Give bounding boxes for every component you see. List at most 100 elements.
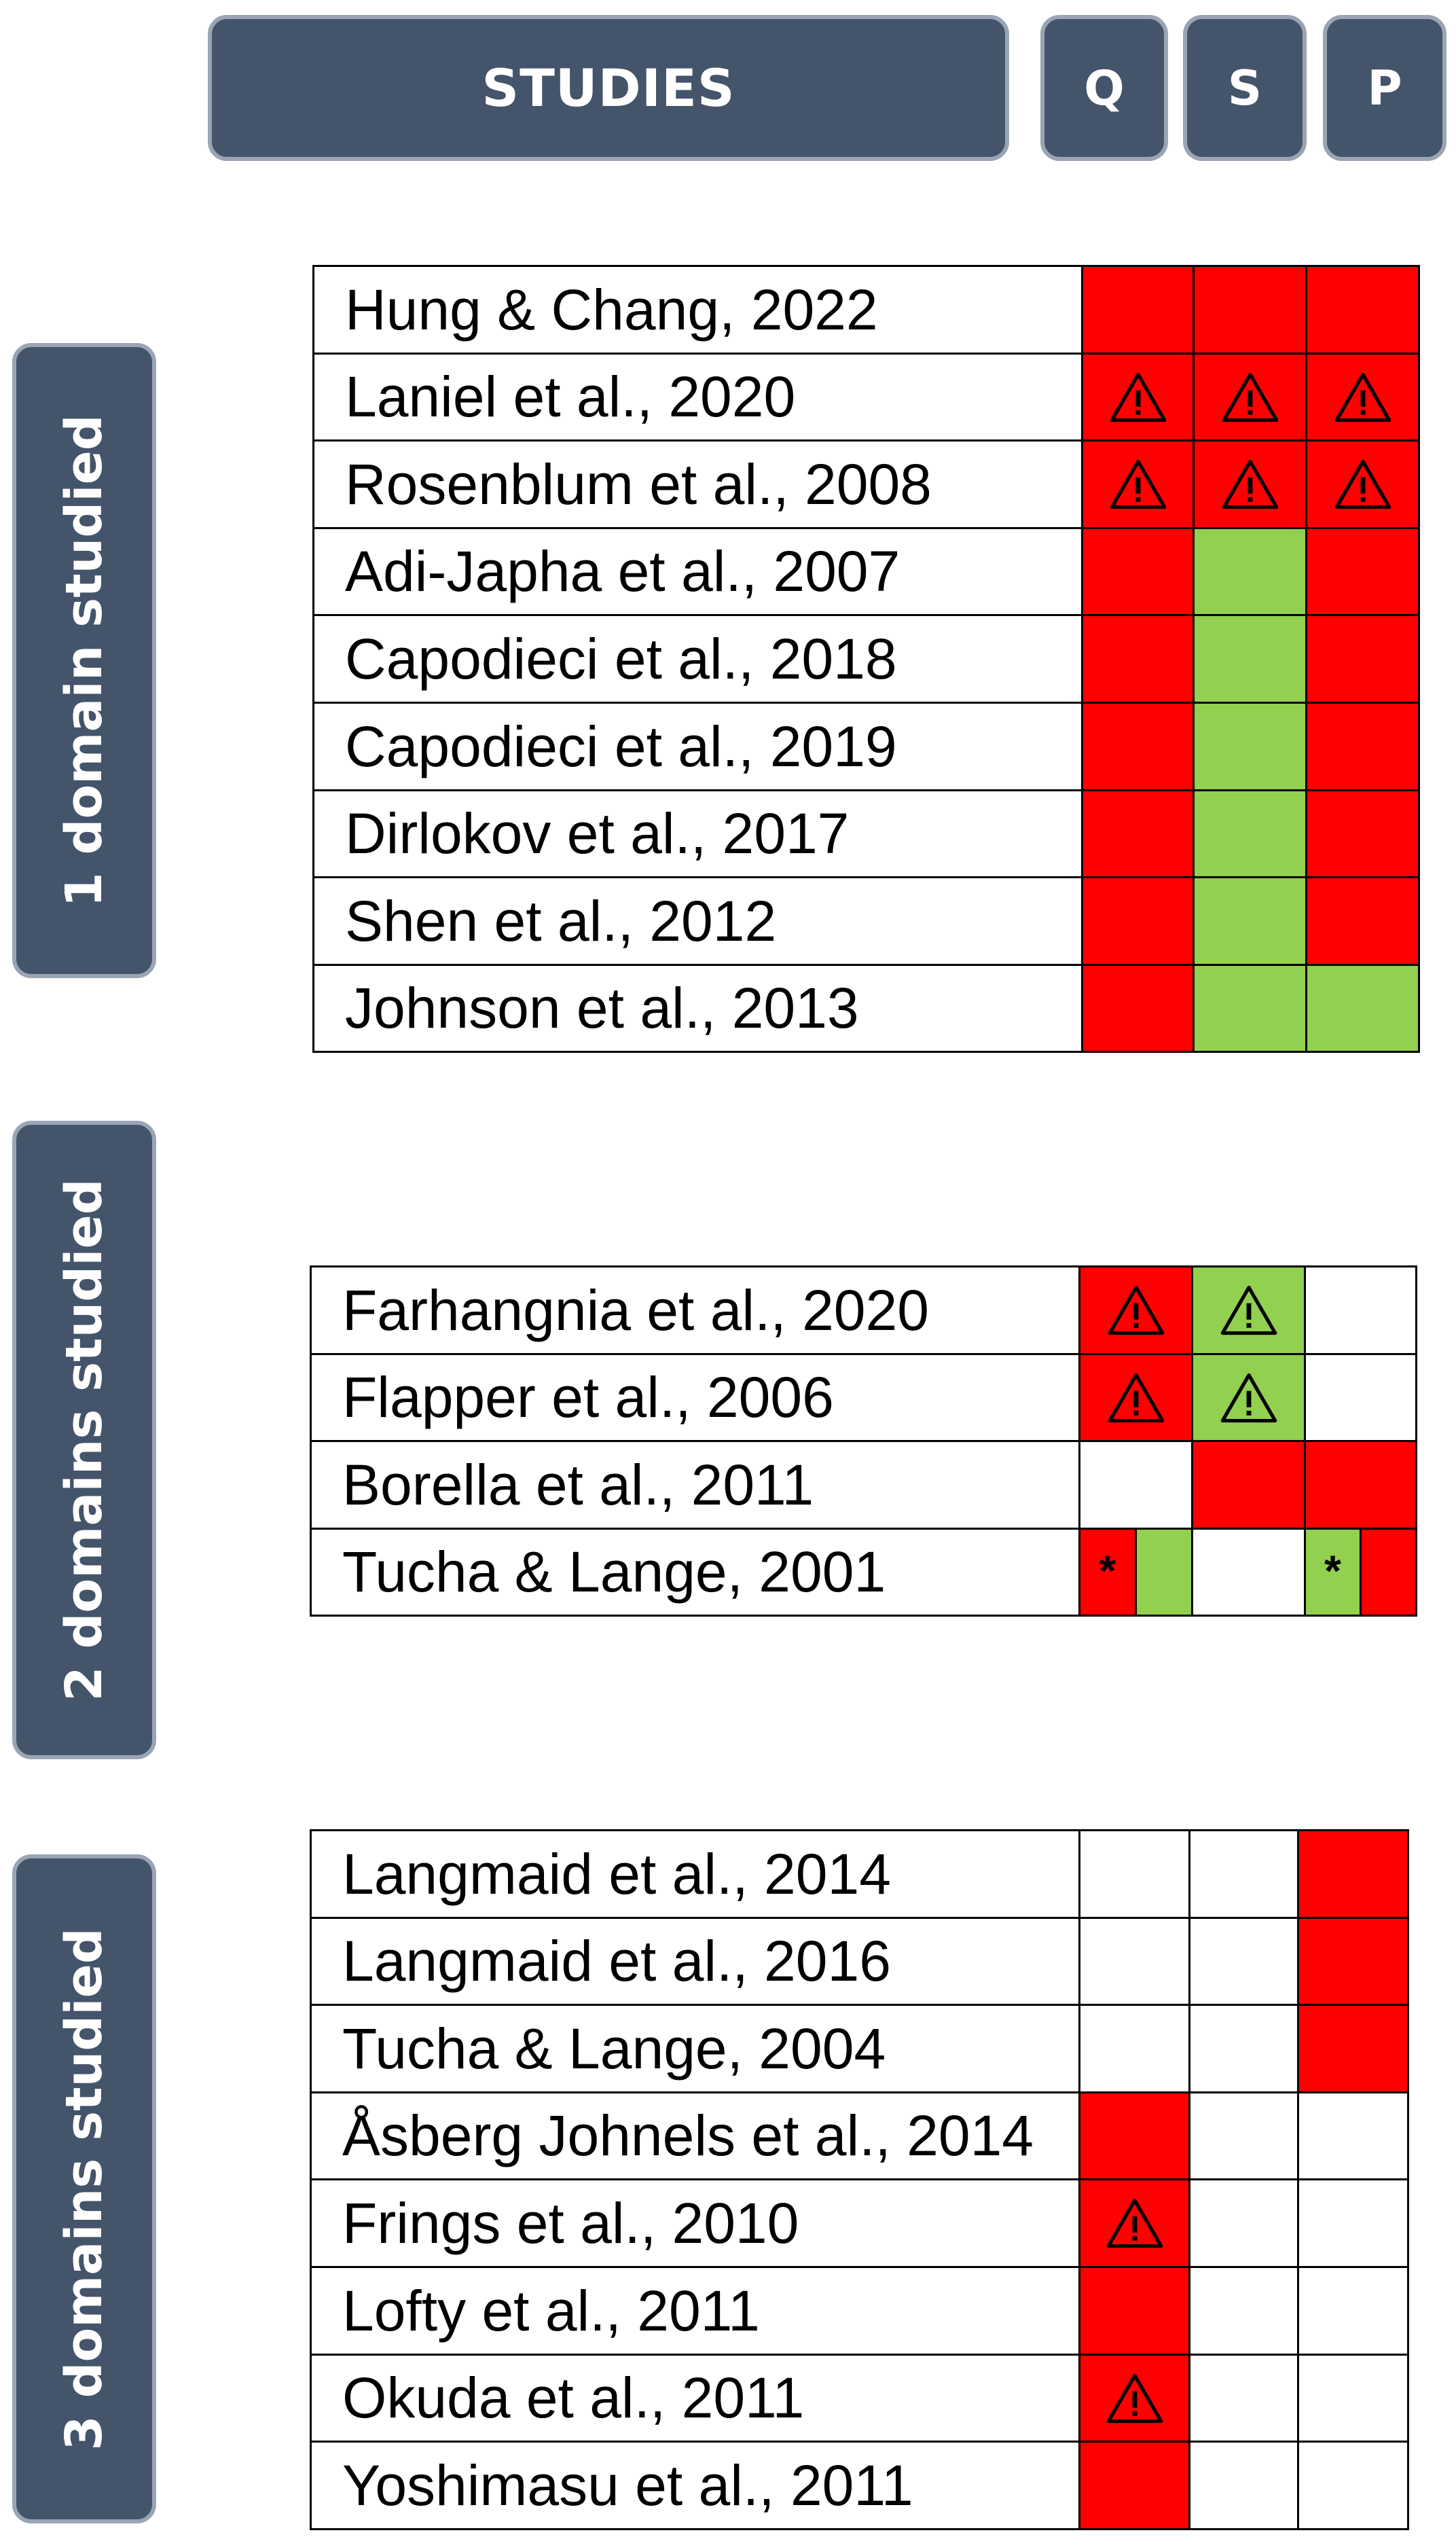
s-rating-cell [1193,789,1307,878]
s-rating-cell [1188,2266,1299,2356]
q-rating-cell [1081,702,1195,791]
study-name-cell: Borella et al., 2011 [310,1440,1080,1530]
q-rating-cell [1081,614,1195,704]
q-rating-cell [1078,1829,1190,1919]
study-name-cell: Langmaid et al., 2016 [310,1917,1080,2006]
s-rating-cell [1193,614,1307,704]
s-rating-cell [1193,265,1307,355]
q-rating-cell [1078,2441,1190,2530]
asterisk-mark: * [1324,1545,1341,1595]
q-rating-cell [1078,2004,1190,2093]
p-rating-cell [1305,439,1420,529]
q-rating-cell [1078,1353,1193,1442]
p-rating-cell [1305,964,1420,1053]
q-rating-cell [1078,1917,1190,2006]
study-name-cell: Langmaid et al., 2014 [310,1829,1080,1919]
q-rating-cell [1078,2354,1190,2443]
s-rating-cell [1188,2091,1299,2180]
study-name-cell: Rosenblum et al., 2008 [312,439,1083,529]
study-name-cell: Tucha & Lange, 2004 [310,2004,1080,2093]
q-rating-cell [1078,1440,1193,1530]
warning-triangle-icon [1106,2373,1163,2423]
warning-triangle-icon [1108,1285,1164,1335]
study-name-cell: Adi-Japha et al., 2007 [312,527,1083,616]
warning-triangle-icon [1222,459,1278,509]
section-2-domains-label-box: 2 domains studied [12,1121,156,1759]
warning-triangle-icon [1110,459,1166,509]
q-rating-cell [1081,876,1195,966]
q-rating-cell [1081,265,1195,355]
section-3-domains-label: 3 domains studied [55,1927,113,2451]
p-rating-cell [1305,614,1420,704]
study-name-cell: Tucha & Lange, 2001 [310,1528,1080,1617]
s-rating-cell [1191,1265,1306,1355]
s-rating-cell [1191,1528,1306,1617]
p-rating-cell [1304,1265,1417,1355]
warning-triangle-icon [1110,372,1166,422]
q-rating-cell [1078,2178,1190,2268]
p-rating-cell [1297,1917,1409,2006]
p-rating-cell [1305,353,1420,442]
p-rating-cell [1297,1829,1409,1919]
warning-triangle-icon [1106,2198,1163,2248]
s-rating-cell [1193,702,1307,791]
study-name-cell: Flapper et al., 2006 [310,1353,1080,1442]
s-rating-cell [1188,2178,1299,2268]
s-rating-cell [1188,1917,1299,2006]
q-rating-cell-left: * [1078,1528,1137,1617]
section-1-domain-label-box: 1 domain studied [12,343,156,978]
s-rating-cell [1193,353,1307,442]
warning-triangle-icon [1334,459,1391,509]
p-rating-cell-left: * [1304,1528,1362,1617]
studies-header: STUDIES [208,15,1009,161]
study-name-cell: Dirlokov et al., 2017 [312,789,1083,878]
s-rating-cell [1188,1829,1299,1919]
study-name-cell: Frings et al., 2010 [310,2178,1080,2268]
q-rating-cell-right [1135,1528,1193,1617]
q-rating-cell [1078,2091,1190,2180]
warning-triangle-icon [1108,1373,1164,1422]
p-rating-cell [1304,1440,1417,1530]
p-rating-cell [1305,265,1420,355]
study-name-cell: Åsberg Johnels et al., 2014 [310,2091,1080,2180]
section-3-domains-label-box: 3 domains studied [12,1854,156,2523]
p-rating-cell [1297,2004,1409,2093]
p-rating-cell-right [1360,1528,1417,1617]
study-name-cell: Hung & Chang, 2022 [312,265,1083,355]
warning-triangle-icon [1222,372,1278,422]
study-name-cell: Laniel et al., 2020 [312,353,1083,442]
section-2-domains-label: 2 domains studied [55,1178,113,1702]
s-rating-cell [1188,2354,1299,2443]
p-rating-cell [1305,876,1420,966]
q-rating-cell [1081,353,1195,442]
study-name-cell: Farhangnia et al., 2020 [310,1265,1080,1355]
section-1-domain-label: 1 domain studied [55,414,113,907]
warning-triangle-icon [1220,1373,1277,1422]
s-rating-cell [1188,2004,1299,2093]
study-name-cell: Lofty et al., 2011 [310,2266,1080,2356]
s-column-header: S [1183,15,1307,161]
s-rating-cell [1188,2441,1299,2530]
asterisk-mark: * [1099,1545,1116,1595]
s-rating-cell [1191,1440,1306,1530]
warning-triangle-icon [1334,372,1391,422]
p-rating-cell [1305,702,1420,791]
q-rating-cell [1081,789,1195,878]
p-rating-cell [1305,789,1420,878]
s-rating-cell [1193,439,1307,529]
study-name-cell: Shen et al., 2012 [312,876,1083,966]
study-name-cell: Okuda et al., 2011 [310,2354,1080,2443]
p-rating-cell [1297,2266,1409,2356]
study-name-cell: Capodieci et al., 2019 [312,702,1083,791]
s-rating-cell [1191,1353,1306,1442]
warning-triangle-icon [1220,1285,1277,1335]
q-rating-cell [1081,527,1195,616]
s-rating-cell [1193,964,1307,1053]
q-rating-cell [1081,964,1195,1053]
p-rating-cell [1297,2441,1409,2530]
q-rating-cell [1078,2266,1190,2356]
study-name-cell: Yoshimasu et al., 2011 [310,2441,1080,2530]
s-rating-cell [1193,527,1307,616]
p-rating-cell [1305,527,1420,616]
q-rating-cell [1078,1265,1193,1355]
